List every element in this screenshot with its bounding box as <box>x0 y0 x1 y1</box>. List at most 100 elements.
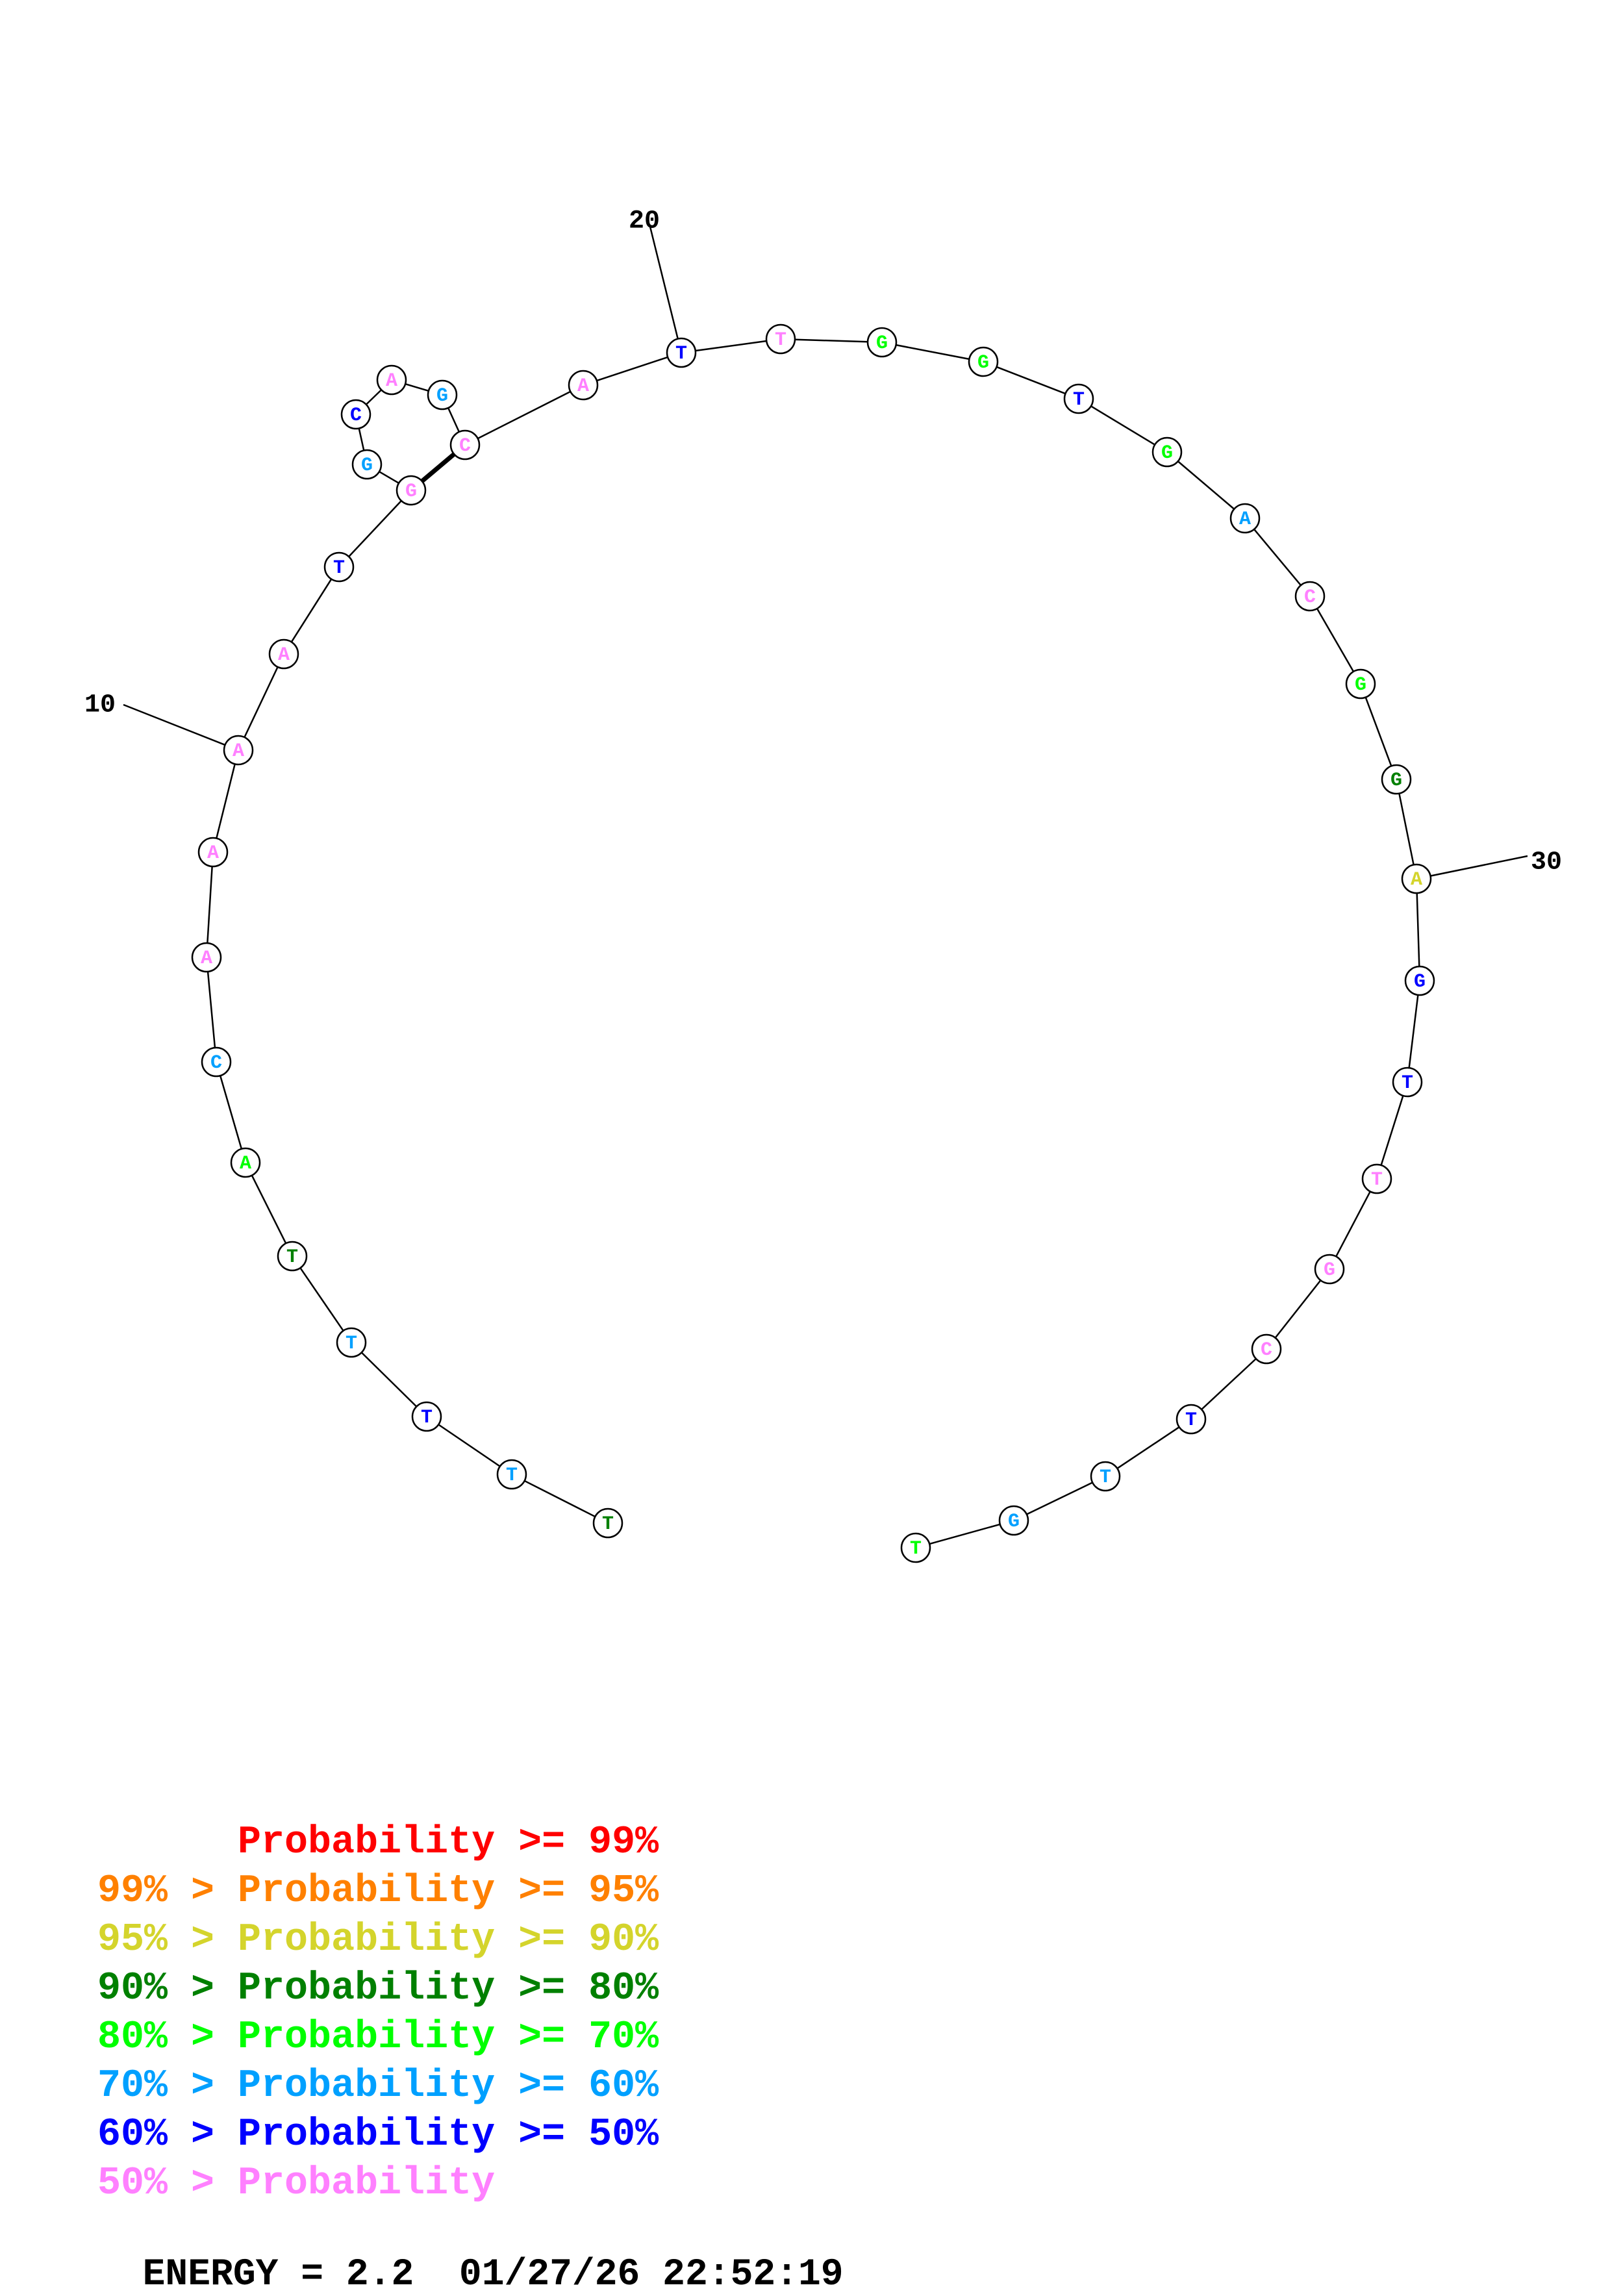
index-label-30: 30 <box>1531 848 1562 877</box>
nucleotide-circle <box>449 429 481 460</box>
nucleotide-circle <box>900 1532 931 1563</box>
nucleotide-31: G <box>1404 965 1435 996</box>
nucleotide-8: A <box>191 942 222 973</box>
backbone-segment <box>1408 994 1419 1068</box>
legend-entry-p95: 99% > Probability >= 95% <box>97 1869 659 1913</box>
nucleotide-12: T <box>323 551 355 583</box>
nucleotide-1: T <box>592 1508 623 1539</box>
nucleotide-base: A <box>386 370 397 392</box>
backbone-segment <box>896 344 970 360</box>
nucleotide-base: T <box>775 329 786 351</box>
nucleotide-34: G <box>1314 1254 1345 1285</box>
nucleotide-base: T <box>506 1465 518 1487</box>
nucleotide-36: T <box>1176 1404 1207 1435</box>
nucleotide-base: G <box>1414 971 1426 993</box>
backbone-segment <box>1398 793 1415 865</box>
nucleotide-circle <box>1345 668 1376 700</box>
nucleotide-circle <box>201 1046 232 1078</box>
index-tick-line <box>648 223 679 339</box>
backbone-segment <box>379 471 399 484</box>
backbone-segment <box>358 428 365 451</box>
nucleotide-9: A <box>197 837 229 868</box>
nucleotide-22: G <box>866 327 898 358</box>
nucleotide-base: T <box>346 1333 357 1355</box>
nucleotide-circle <box>1401 863 1432 894</box>
backbone-segment <box>1380 1095 1404 1166</box>
legend-entry-p60: 70% > Probability >= 60% <box>97 2064 659 2108</box>
nucleotide-30: A <box>1401 863 1432 894</box>
backbone-segment <box>244 666 279 738</box>
nucleotide-2: T <box>496 1459 527 1490</box>
nucleotide-base: C <box>1304 587 1316 609</box>
nucleotide-base: T <box>421 1407 433 1429</box>
backbone-segment <box>251 1175 287 1244</box>
probability-legend: Probability >= 99% 99% > Probability >= 9… <box>97 1819 659 2208</box>
nucleotide-7: C <box>201 1046 232 1078</box>
nucleotide-27: C <box>1294 581 1326 612</box>
nucleotide-circle <box>277 1241 308 1272</box>
nucleotide-circle <box>568 370 599 401</box>
nucleotide-4: T <box>336 1327 367 1358</box>
nucleotide-circle <box>968 346 999 377</box>
nucleotide-13: G <box>396 475 427 506</box>
nucleotide-base: T <box>1402 1072 1413 1094</box>
nucleotide-base: G <box>1161 442 1173 464</box>
nucleotide-base: A <box>278 644 290 666</box>
nucleotide-base: G <box>1355 674 1366 696</box>
index-tick-line <box>1430 855 1528 877</box>
nucleotide-25: G <box>1151 436 1183 468</box>
nucleotide-base: G <box>436 385 448 407</box>
nucleotide-circle <box>765 323 796 355</box>
nucleotide-14: G <box>351 449 383 480</box>
nucleotide-base: C <box>350 405 362 427</box>
backbone-segment <box>1201 1358 1257 1410</box>
nucleotide-circle <box>1381 764 1412 795</box>
nucleotide-base: T <box>1371 1169 1383 1191</box>
index-label-20: 20 <box>629 207 660 236</box>
nucleotide-circle <box>1063 383 1094 414</box>
nucleotide-base: C <box>210 1052 222 1074</box>
nucleotide-circle <box>427 379 458 410</box>
nucleotide-5: T <box>277 1241 308 1272</box>
nucleotide-37: T <box>1090 1461 1121 1492</box>
nucleotide-base: A <box>1411 869 1422 891</box>
nucleotide-base: T <box>333 557 345 579</box>
legend-entry-p00: 50% > Probability <box>97 2162 496 2206</box>
nucleotide-circle <box>666 337 697 368</box>
backbone-segment <box>524 1480 596 1518</box>
nucleotide-base: G <box>405 481 417 503</box>
nucleotide-26: A <box>1229 503 1261 534</box>
nucleotide-circle <box>376 364 407 396</box>
nucleotide-base: G <box>1390 770 1402 792</box>
legend-entry-p70: 80% > Probability >= 70% <box>97 2015 659 2060</box>
nucleotide-base: G <box>876 333 888 355</box>
energy-timestamp: ENERGY = 2.2 01/27/26 22:52:19 <box>142 2254 844 2296</box>
nucleotide-28: G <box>1345 668 1376 700</box>
backbone-segment <box>447 407 460 433</box>
nucleotide-circle <box>268 638 299 670</box>
nucleotide-6: A <box>230 1147 261 1178</box>
nucleotide-circle <box>1392 1066 1423 1098</box>
nucleotide-21: T <box>765 323 796 355</box>
nucleotide-circle <box>1251 1333 1282 1365</box>
nucleotide-circle <box>1229 503 1261 534</box>
legend-entry-p90: 95% > Probability >= 90% <box>97 1918 659 1962</box>
nucleotide-base: A <box>233 740 244 763</box>
nucleotide-19: A <box>568 370 599 401</box>
backbone-segment <box>1316 608 1355 672</box>
nucleotide-20: T <box>666 337 697 368</box>
index-tick-line <box>123 703 226 746</box>
nucleotide-24: T <box>1063 383 1094 414</box>
backbone-segment <box>1177 460 1235 510</box>
legend-entry-p50: 60% > Probability >= 50% <box>97 2113 659 2157</box>
nucleotides: T T T T T A C A A A A T G G C A G C A T T G G T G A C G G A G T T G C T T G T <box>191 323 1435 1563</box>
nucleotide-circle <box>223 735 254 766</box>
backbone-segment <box>477 390 571 440</box>
nucleotide-38: G <box>998 1505 1029 1536</box>
nucleotide-base: T <box>1100 1467 1111 1489</box>
nucleotide-23: G <box>968 346 999 377</box>
nucleotide-base: T <box>1185 1409 1197 1432</box>
nucleotide-circle <box>998 1505 1029 1536</box>
nucleotide-circle <box>336 1327 367 1358</box>
backbone-segment <box>1365 697 1392 766</box>
